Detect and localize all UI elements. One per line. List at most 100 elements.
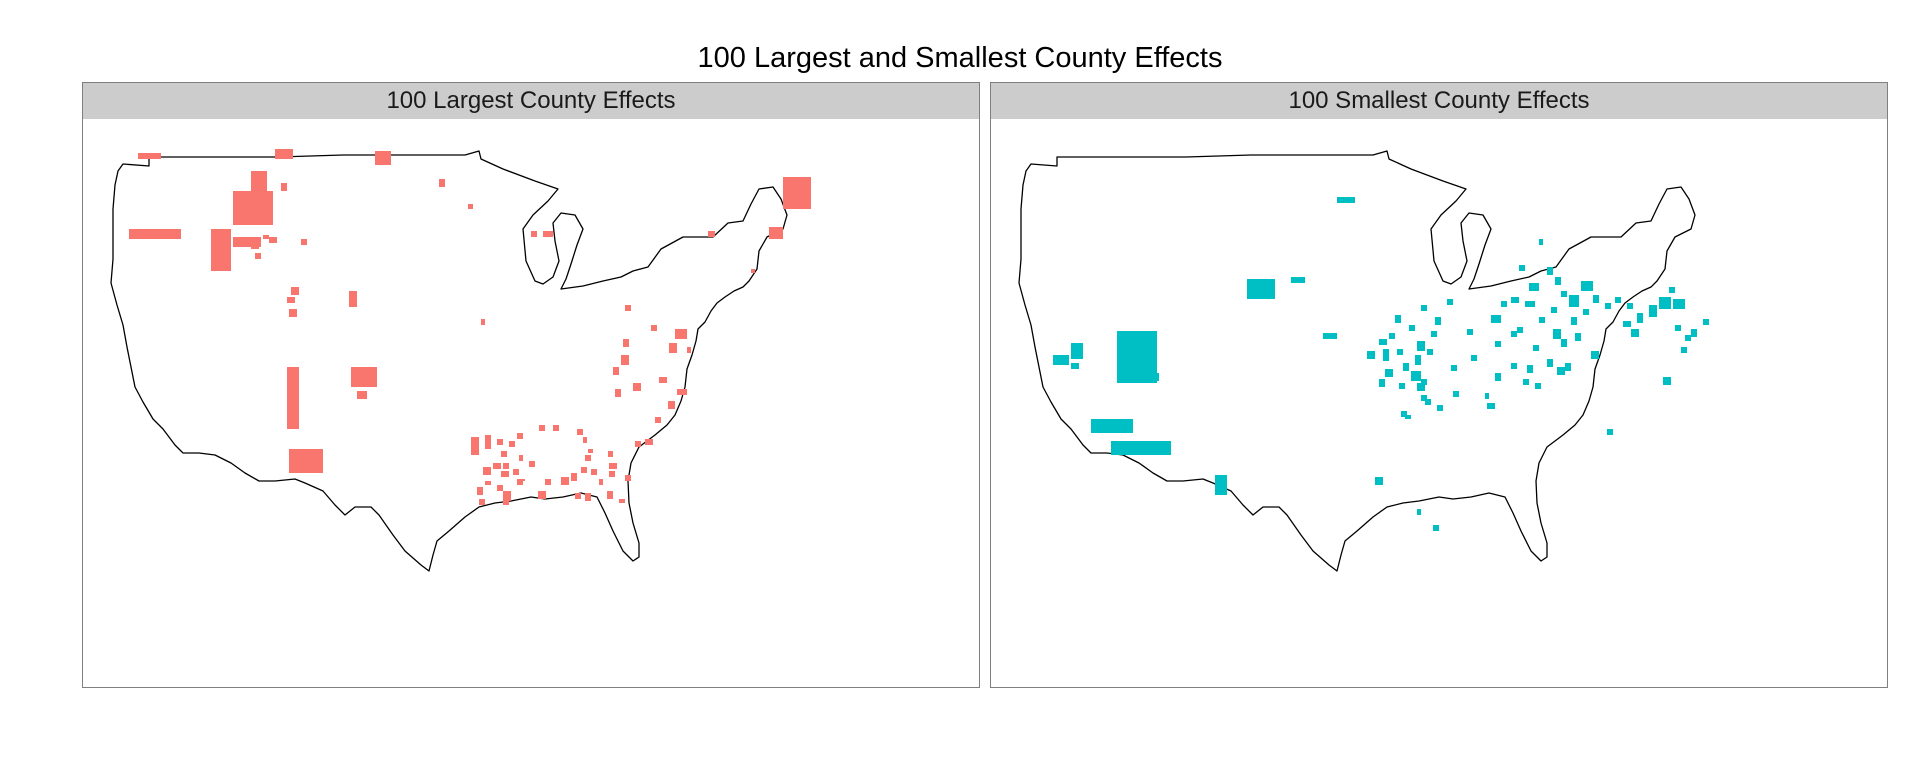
county-region (1533, 345, 1539, 351)
county-region (255, 253, 261, 259)
county-region (1401, 411, 1407, 417)
county-region (609, 471, 615, 477)
county-region (375, 151, 391, 165)
county-region (503, 463, 509, 469)
county-region (1383, 349, 1389, 361)
county-region (501, 451, 507, 457)
county-region (1389, 333, 1395, 339)
county-region (1071, 363, 1079, 369)
county-region (1605, 303, 1611, 309)
county-region (275, 149, 293, 159)
county-region (251, 171, 267, 195)
county-region (1495, 341, 1501, 347)
county-region (659, 377, 667, 383)
county-region (1323, 333, 1337, 339)
county-region (493, 463, 501, 469)
county-region (479, 499, 485, 505)
county-region (651, 325, 657, 331)
county-region (1385, 369, 1393, 377)
county-region (625, 475, 631, 481)
map-plot-area (990, 119, 1888, 688)
county-region (531, 231, 537, 237)
county-region (1395, 315, 1401, 323)
county-region (138, 153, 161, 159)
county-region (1421, 395, 1427, 401)
county-region (538, 491, 546, 499)
county-region (1247, 279, 1275, 299)
county-region (585, 455, 591, 461)
county-region (1291, 277, 1305, 283)
county-region (519, 455, 523, 461)
county-region (1551, 307, 1557, 313)
county-region (599, 479, 603, 485)
county-region (708, 231, 715, 237)
county-region (263, 235, 269, 239)
county-region (545, 479, 551, 485)
county-region (1581, 281, 1593, 291)
county-region (1403, 363, 1409, 371)
county-region (357, 391, 367, 399)
county-region (468, 204, 473, 209)
county-region (251, 241, 259, 249)
panel-largest-effects: 100 Largest County Effects (82, 82, 980, 688)
county-region (1575, 333, 1581, 341)
county-region (1431, 331, 1437, 337)
county-region (1511, 297, 1519, 303)
county-region (211, 229, 231, 271)
county-region (585, 493, 591, 501)
county-region (289, 449, 323, 473)
county-region (1571, 317, 1577, 325)
county-region (615, 389, 621, 397)
county-region (291, 287, 299, 295)
county-region (1117, 331, 1157, 383)
county-region (287, 297, 295, 303)
county-region (1529, 283, 1539, 291)
county-region (1615, 297, 1621, 303)
us-county-map-largest (110, 149, 811, 572)
panel-strip-label: 100 Largest County Effects (82, 82, 980, 120)
county-region (1511, 331, 1517, 337)
county-region (351, 367, 377, 387)
county-region (1071, 343, 1083, 359)
county-region (485, 481, 491, 485)
county-region (1565, 363, 1571, 371)
county-region (289, 309, 297, 317)
county-region (519, 479, 525, 481)
county-region (609, 463, 617, 469)
county-region (581, 467, 587, 473)
county-region (1673, 299, 1685, 309)
county-region (621, 355, 629, 365)
county-region (1569, 295, 1579, 307)
county-region (675, 329, 687, 339)
county-region (769, 227, 783, 239)
county-region (539, 425, 545, 431)
county-region (1471, 355, 1477, 361)
county-region (1153, 373, 1159, 381)
county-region (1425, 399, 1431, 405)
county-region (575, 493, 581, 499)
county-region (503, 501, 509, 505)
county-region (625, 305, 631, 311)
county-region (1397, 349, 1403, 355)
county-region (1421, 305, 1427, 311)
county-region (481, 319, 485, 325)
county-region (1379, 339, 1387, 345)
county-region (1527, 365, 1533, 373)
panel-smallest-effects: 100 Smallest County Effects (990, 82, 1888, 688)
county-region (1437, 405, 1443, 411)
county-region (497, 439, 503, 445)
county-region (1399, 383, 1405, 389)
county-region (1491, 315, 1501, 323)
county-region (1141, 361, 1147, 369)
map-plot-area (82, 119, 980, 688)
county-region (485, 435, 491, 449)
county-region (1663, 377, 1671, 385)
county-region (1561, 291, 1567, 297)
county-region (1495, 373, 1501, 381)
county-region (1547, 359, 1553, 367)
county-region (1375, 477, 1383, 485)
county-region (517, 479, 523, 485)
county-region (669, 343, 677, 353)
county-region (571, 473, 577, 481)
county-region (583, 437, 587, 443)
